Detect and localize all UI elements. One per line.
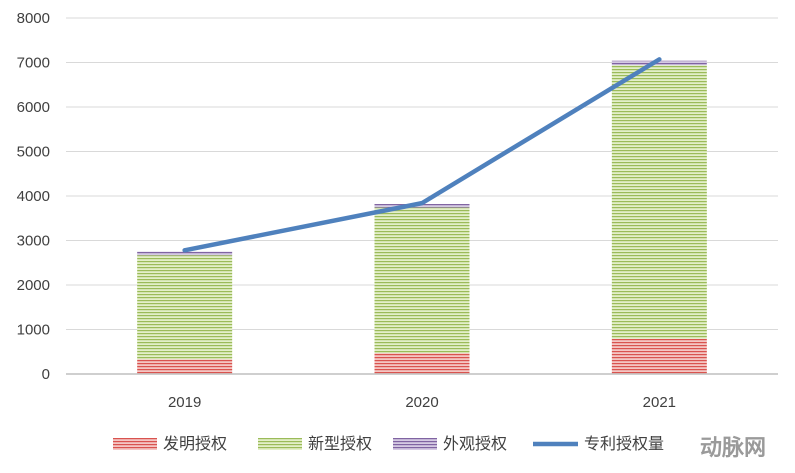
- bar-segment-invention: [137, 359, 233, 374]
- legend-label: 发明授权: [163, 434, 227, 453]
- x-tick-label: 2021: [643, 394, 676, 411]
- y-tick-label: 4000: [17, 188, 50, 205]
- y-tick-label: 3000: [17, 233, 50, 250]
- y-tick-label: 5000: [17, 144, 50, 161]
- line-point: [657, 57, 662, 62]
- bars: [137, 60, 707, 374]
- bar-segment-invention: [374, 353, 470, 374]
- y-tick-label: 1000: [17, 322, 50, 339]
- x-tick-label: 2019: [168, 394, 201, 411]
- bar-segment-design: [611, 60, 707, 66]
- y-tick-label: 8000: [17, 10, 50, 27]
- watermark: 动脉网: [700, 436, 766, 461]
- bar-segment-utility: [374, 207, 470, 354]
- y-tick-label: 6000: [17, 99, 50, 116]
- line-point: [182, 248, 187, 253]
- bar-segment-design: [374, 204, 470, 208]
- legend-swatch: [113, 438, 157, 450]
- y-tick-label: 7000: [17, 55, 50, 72]
- bar-segment-utility: [137, 255, 233, 360]
- legend-swatch: [393, 438, 437, 450]
- line-series: [182, 57, 662, 253]
- legend-label: 专利授权量: [584, 434, 664, 453]
- legend: 发明授权 新型授权 外观授权 专利授权量: [113, 434, 664, 453]
- y-axis-ticks: 0 1000 2000 3000 4000 5000 6000 7000 8000: [17, 10, 50, 383]
- legend-label: 新型授权: [308, 434, 372, 453]
- y-tick-label: 2000: [17, 277, 50, 294]
- bar-segment-utility: [611, 65, 707, 339]
- x-axis-ticks: 2019 2020 2021: [168, 394, 676, 411]
- bar-segment-invention: [611, 338, 707, 374]
- bar-segment-design: [137, 251, 233, 256]
- line-point: [420, 201, 424, 206]
- x-tick-label: 2020: [405, 394, 438, 411]
- y-tick-label: 0: [42, 366, 50, 383]
- legend-label: 外观授权: [443, 434, 507, 453]
- legend-swatch: [258, 438, 302, 450]
